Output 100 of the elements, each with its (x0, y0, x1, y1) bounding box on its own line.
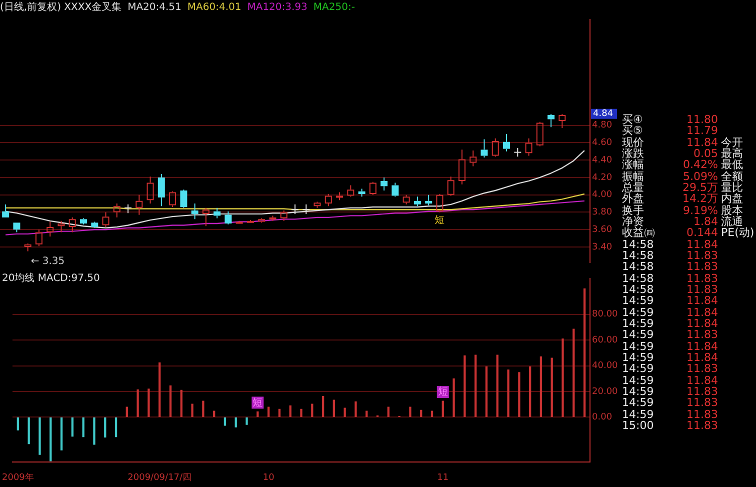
x-tick-label: 2009年 (2, 472, 34, 483)
y-tick-label: 4.00 (592, 190, 612, 200)
bar (16, 417, 20, 430)
candlestick (458, 149, 466, 185)
text: 涨跌 0.05 最高 (622, 146, 743, 160)
annotation: 短 (252, 397, 263, 408)
chart-title: 20均线 MACD:97.50 (2, 272, 100, 285)
bar (474, 354, 477, 418)
candlestick (2, 204, 10, 218)
bar (322, 396, 324, 418)
text: 14:59 11.83 (622, 362, 718, 376)
annotation: ← 3.35 (30, 256, 65, 267)
candlestick (180, 189, 188, 208)
candlestick (447, 176, 454, 196)
bar (354, 401, 357, 418)
bar (300, 408, 302, 418)
y-tick-label: 4.20 (592, 172, 612, 183)
y-tick-label: 4.60 (592, 138, 612, 148)
y-tick-label: 4.40 (592, 155, 612, 166)
bar (518, 372, 520, 418)
candlestick (146, 176, 154, 204)
text: 振幅 5.09% 全额 (622, 170, 743, 183)
bar (180, 390, 182, 418)
candlestick (302, 204, 310, 214)
candlestick (480, 138, 488, 158)
bar (464, 355, 466, 418)
chart-title: (日线,前复权) XXXX金叉集 (0, 2, 122, 13)
candlestick (136, 194, 143, 216)
bar (278, 408, 281, 418)
y-tick-label: 60.00 (592, 335, 618, 346)
bar (507, 369, 510, 418)
bar (158, 362, 161, 418)
x-tick-label: 10 (262, 472, 275, 483)
candlestick (58, 220, 65, 233)
text: 换手 9.19% 股本 (622, 204, 743, 217)
candlestick (548, 114, 555, 128)
text: 外盘 14.2万 内盘 (622, 192, 743, 206)
bar (136, 389, 139, 418)
text: 现价 11.84 今开 (622, 136, 743, 149)
bar (169, 385, 172, 418)
candlestick (280, 210, 288, 222)
text: 14:58 11.83 (622, 248, 718, 262)
bar (332, 400, 336, 418)
bar (311, 404, 314, 418)
text: 涨幅 0.42% 最低 (622, 158, 743, 172)
candlestick (525, 138, 532, 156)
text: 15:00 11.83 (622, 418, 718, 432)
text: 14:59 11.84 (622, 316, 718, 330)
candlestick (224, 210, 232, 225)
candlestick (503, 134, 510, 152)
text: 14:59 11.83 (622, 396, 718, 410)
text: 净资 1.84 流通 (622, 214, 743, 228)
bar (289, 405, 292, 418)
bar (148, 388, 150, 418)
bar (540, 356, 542, 418)
candlestick (102, 212, 110, 228)
text: MA120:3.93 (247, 2, 308, 13)
candlestick (558, 114, 566, 128)
bar (71, 417, 74, 437)
bar (234, 417, 237, 428)
candlestick (347, 184, 354, 198)
text: 收益㈣ 0.144 PE(动) (622, 226, 754, 240)
y-tick-label: 80.00 (592, 310, 618, 320)
bar (191, 404, 194, 418)
y-tick-label: 3.80 (592, 208, 612, 218)
text: 买④ 11.80 (622, 113, 718, 126)
bar (224, 417, 226, 426)
candlestick (202, 207, 210, 227)
legend-label: MA250:- (313, 2, 355, 13)
candlestick (214, 207, 221, 219)
candlestick (314, 201, 321, 208)
bar (572, 328, 575, 418)
text: 14:58 11.84 (622, 238, 718, 251)
text: MA20:4.51 (128, 2, 182, 13)
y-tick-label: 20.00 (592, 386, 618, 397)
candlestick (358, 188, 366, 198)
text: MA60:4.01 (187, 2, 242, 13)
bar (496, 354, 498, 418)
bar (550, 358, 553, 418)
bar (452, 378, 455, 418)
text: 14:58 11.83 (622, 260, 718, 274)
bar (28, 417, 30, 444)
candlestick (46, 221, 54, 238)
bar (256, 411, 259, 418)
text: 4.84 (593, 109, 614, 120)
candlestick (113, 203, 120, 218)
y-tick-label: 4.80 (592, 120, 612, 131)
bar (50, 417, 52, 462)
bar (104, 417, 106, 438)
text: 14:59 11.84 (622, 340, 718, 353)
candlestick (68, 216, 76, 233)
bar (366, 410, 368, 418)
candlestick (402, 194, 410, 205)
candlestick (191, 203, 198, 220)
y-tick-label: 40.00 (592, 361, 618, 372)
annotation: 短 (438, 386, 448, 398)
candlestick (380, 176, 388, 192)
text: 14:59 11.84 (622, 294, 718, 308)
bar (114, 417, 118, 438)
candlestick (414, 196, 421, 207)
